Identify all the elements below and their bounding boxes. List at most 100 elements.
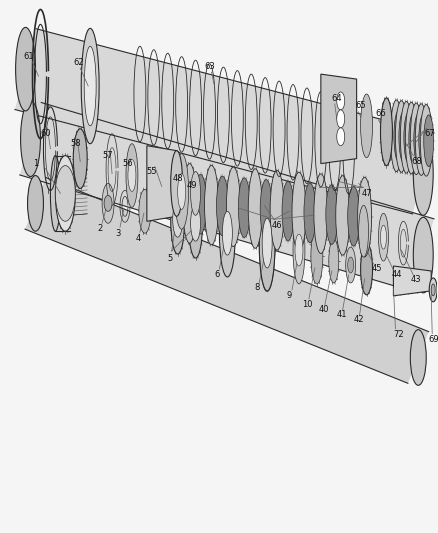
Ellipse shape <box>28 175 43 231</box>
Ellipse shape <box>294 234 302 266</box>
Text: 69: 69 <box>427 335 438 344</box>
Ellipse shape <box>398 111 408 163</box>
Ellipse shape <box>73 129 87 189</box>
Ellipse shape <box>360 94 372 158</box>
Ellipse shape <box>55 166 75 221</box>
Ellipse shape <box>204 165 218 245</box>
Text: 3: 3 <box>115 229 120 238</box>
Polygon shape <box>15 29 433 214</box>
Ellipse shape <box>182 164 196 243</box>
Ellipse shape <box>170 184 184 254</box>
Text: 10: 10 <box>301 300 311 309</box>
Text: 40: 40 <box>318 305 328 314</box>
Text: 44: 44 <box>390 270 401 279</box>
Ellipse shape <box>380 98 392 166</box>
Ellipse shape <box>81 28 99 144</box>
Text: 68: 68 <box>410 157 421 166</box>
Ellipse shape <box>336 128 344 146</box>
Text: 42: 42 <box>353 315 363 324</box>
Ellipse shape <box>395 101 406 172</box>
Text: 47: 47 <box>360 189 371 198</box>
Ellipse shape <box>430 284 434 296</box>
Ellipse shape <box>248 169 261 248</box>
Text: 49: 49 <box>186 181 196 190</box>
Ellipse shape <box>194 174 206 234</box>
Text: 60: 60 <box>40 130 51 138</box>
Ellipse shape <box>336 92 344 110</box>
Ellipse shape <box>258 196 275 291</box>
Text: 72: 72 <box>392 330 403 339</box>
Polygon shape <box>25 177 427 383</box>
Ellipse shape <box>170 151 182 216</box>
Text: 56: 56 <box>122 159 133 168</box>
Text: 61: 61 <box>23 52 34 61</box>
Ellipse shape <box>336 110 344 128</box>
Text: 2: 2 <box>97 224 102 233</box>
Ellipse shape <box>269 171 283 250</box>
Text: 55: 55 <box>146 167 157 176</box>
Ellipse shape <box>380 225 385 249</box>
Ellipse shape <box>216 176 228 236</box>
Ellipse shape <box>188 189 202 258</box>
Polygon shape <box>147 146 176 221</box>
Text: 62: 62 <box>73 58 83 67</box>
Ellipse shape <box>393 110 403 162</box>
Ellipse shape <box>335 176 349 255</box>
Ellipse shape <box>412 132 432 215</box>
Ellipse shape <box>414 104 426 175</box>
Polygon shape <box>20 102 433 292</box>
Ellipse shape <box>177 174 185 209</box>
Ellipse shape <box>126 144 138 207</box>
Ellipse shape <box>310 228 322 284</box>
Text: 5: 5 <box>167 254 172 263</box>
Text: 64: 64 <box>331 94 341 103</box>
Text: 66: 66 <box>374 109 385 118</box>
Text: 9: 9 <box>286 292 291 300</box>
Ellipse shape <box>50 156 60 231</box>
Ellipse shape <box>226 167 240 247</box>
Text: 57: 57 <box>102 151 113 160</box>
Ellipse shape <box>404 102 417 174</box>
Ellipse shape <box>282 181 293 241</box>
Ellipse shape <box>345 247 355 283</box>
Ellipse shape <box>418 114 428 166</box>
Ellipse shape <box>410 103 421 175</box>
Ellipse shape <box>292 216 304 284</box>
Text: 67: 67 <box>424 130 434 138</box>
Ellipse shape <box>190 172 200 215</box>
Ellipse shape <box>84 46 96 126</box>
Text: 46: 46 <box>271 221 282 230</box>
Text: 58: 58 <box>70 139 81 148</box>
Ellipse shape <box>174 154 188 229</box>
Ellipse shape <box>403 112 413 164</box>
Ellipse shape <box>102 183 114 223</box>
Ellipse shape <box>419 104 431 176</box>
Ellipse shape <box>260 180 272 239</box>
Ellipse shape <box>55 156 75 231</box>
Ellipse shape <box>21 101 40 176</box>
Ellipse shape <box>190 205 200 241</box>
Ellipse shape <box>347 257 353 273</box>
Ellipse shape <box>358 205 368 257</box>
Text: 45: 45 <box>371 264 381 273</box>
Ellipse shape <box>378 213 388 261</box>
Text: 4: 4 <box>135 233 140 243</box>
Ellipse shape <box>303 183 315 243</box>
Ellipse shape <box>347 187 359 246</box>
Text: 1: 1 <box>33 159 38 168</box>
Ellipse shape <box>325 185 337 244</box>
Ellipse shape <box>357 177 371 257</box>
Text: 43: 43 <box>410 276 420 285</box>
Ellipse shape <box>328 239 338 283</box>
Ellipse shape <box>389 100 402 172</box>
Ellipse shape <box>412 217 432 293</box>
Ellipse shape <box>222 211 232 255</box>
Polygon shape <box>320 74 356 164</box>
Ellipse shape <box>360 243 372 295</box>
Text: 48: 48 <box>172 174 183 183</box>
Ellipse shape <box>138 189 151 233</box>
Ellipse shape <box>410 329 425 385</box>
Text: 8: 8 <box>254 284 259 293</box>
Text: 63: 63 <box>204 62 214 71</box>
Ellipse shape <box>104 196 112 211</box>
